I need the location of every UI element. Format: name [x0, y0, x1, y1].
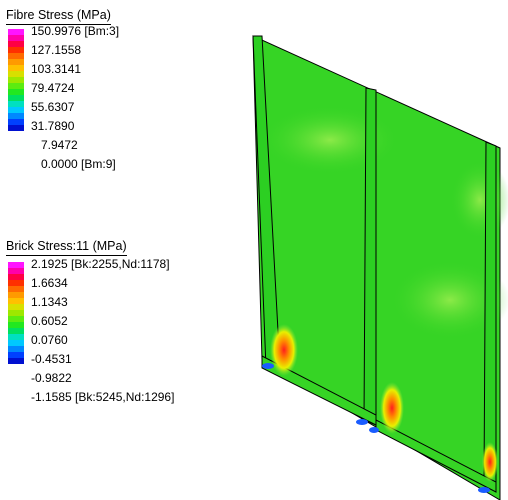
fibre-label: 150.9976 [Bm:3]	[31, 24, 120, 38]
fibre-labels: 150.9976 [Bm:3] 127.1558 103.3141 79.472…	[31, 23, 119, 172]
color-scale-segment	[8, 41, 24, 47]
brick-label: 2.1925 [Bk:2255,Nd:1178]	[31, 257, 170, 271]
color-scale-segment	[8, 274, 24, 280]
fibre-label: 31.7890	[31, 119, 75, 133]
color-scale-segment	[8, 304, 24, 310]
color-scale-segment	[8, 101, 24, 107]
stress-hotspot-left	[270, 324, 298, 376]
compression-spot-2	[356, 419, 368, 425]
color-scale-segment	[8, 322, 24, 328]
color-scale-segment	[8, 71, 24, 77]
color-scale-segment	[8, 89, 24, 95]
color-scale-segment	[8, 358, 24, 364]
stress-hotspot-right	[482, 442, 498, 482]
brick-label: -1.1585 [Bk:5245,Nd:1296]	[31, 390, 175, 404]
color-scale-segment	[8, 83, 24, 89]
stress-hotspot-middle	[380, 382, 404, 434]
brick-label: 0.6052	[31, 314, 68, 328]
brick-label: -0.4531	[31, 352, 72, 366]
brick-legend-title: Brick Stress:11 (MPa)	[6, 239, 127, 256]
color-scale-segment	[8, 310, 24, 316]
brick-labels: 2.1925 [Bk:2255,Nd:1178] 1.6634 1.1343 0…	[31, 256, 174, 405]
brick-color-scale	[8, 262, 24, 364]
color-scale-segment	[8, 125, 24, 131]
right-fin	[483, 141, 497, 489]
brick-label: -0.9822	[31, 371, 72, 385]
color-scale-segment	[8, 340, 24, 346]
stress-band-top	[260, 105, 400, 175]
brick-stress-legend: Brick Stress:11 (MPa) 2.1925 [Bk:2255,Nd…	[6, 237, 174, 446]
fibre-color-scale	[8, 29, 24, 131]
fibre-legend-title: Fibre Stress (MPa)	[6, 8, 111, 25]
middle-fin	[363, 87, 377, 426]
fibre-label: 0.0000 [Bm:9]	[41, 157, 116, 171]
color-scale-segment	[8, 298, 24, 304]
color-scale-segment	[8, 262, 24, 268]
brick-label: 0.0760	[31, 333, 68, 347]
bottom-beam-right	[375, 419, 497, 493]
brick-label: 1.6634	[31, 276, 68, 290]
compression-spot-4	[478, 487, 490, 493]
color-scale-segment	[8, 286, 24, 292]
color-scale-segment	[8, 77, 24, 83]
color-scale-segment	[8, 352, 24, 358]
color-scale-segment	[8, 268, 24, 274]
fibre-label: 127.1558	[31, 43, 82, 57]
fibre-label: 79.4724	[31, 81, 75, 95]
stress-band-mid	[390, 260, 508, 340]
color-scale-segment	[8, 316, 24, 322]
color-scale-segment	[8, 107, 24, 113]
color-scale-segment	[8, 280, 24, 286]
color-scale-segment	[8, 292, 24, 298]
stress-band-right	[450, 160, 508, 240]
brick-label: 1.1343	[31, 295, 68, 309]
color-scale-segment	[8, 29, 24, 35]
color-scale-segment	[8, 53, 24, 59]
fibre-label: 7.9472	[41, 138, 78, 152]
color-scale-segment	[8, 346, 24, 352]
fibre-label: 55.6307	[31, 100, 75, 114]
color-scale-segment	[8, 328, 24, 334]
color-scale-segment	[8, 119, 24, 125]
compression-spot-3	[369, 427, 379, 433]
compression-spot-1	[262, 363, 274, 369]
color-scale-segment	[8, 35, 24, 41]
fibre-stress-legend: Fibre Stress (MPa) 150.9976 [Bm:3] 127.1…	[6, 6, 119, 215]
color-scale-segment	[8, 113, 24, 119]
fibre-label: 103.3141	[31, 62, 82, 76]
color-scale-segment	[8, 59, 24, 65]
color-scale-segment	[8, 95, 24, 101]
color-scale-segment	[8, 334, 24, 340]
color-scale-segment	[8, 65, 24, 71]
color-scale-segment	[8, 47, 24, 53]
